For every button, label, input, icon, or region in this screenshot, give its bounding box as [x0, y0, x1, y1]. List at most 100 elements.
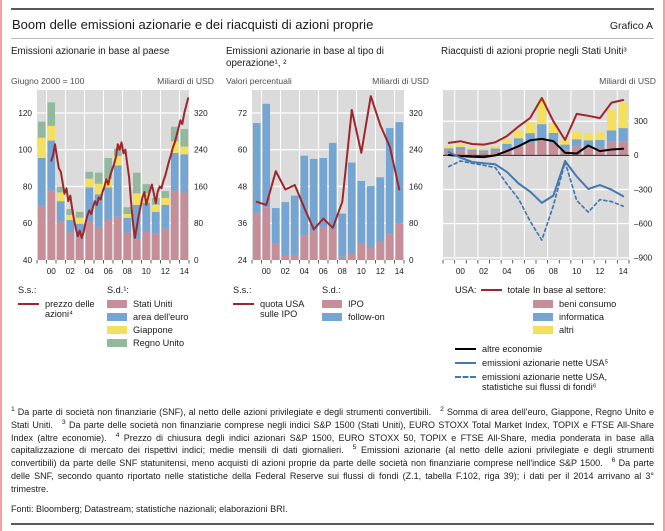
header-rule: [11, 38, 654, 39]
top-rule: [11, 8, 654, 10]
svg-text:240: 240: [409, 146, 423, 155]
panel-issuance-by-country: Emissioni azionarie in base al paese Giu…: [11, 46, 214, 396]
svg-text:–900: –900: [634, 254, 653, 263]
svg-text:12: 12: [161, 267, 171, 276]
axis-unit-right: Miliardi di USD: [372, 76, 429, 86]
panel-buybacks-us: Riacquisti di azioni proprie negli Stati…: [441, 46, 656, 396]
red-line-swatch-icon: [481, 289, 503, 291]
svg-text:06: 06: [104, 267, 114, 276]
svg-text:40: 40: [23, 256, 33, 265]
legend-sector-head: In base al settore:: [533, 285, 607, 295]
red-line-swatch-icon: [233, 303, 254, 305]
svg-text:08: 08: [123, 267, 133, 276]
svg-text:02: 02: [479, 267, 489, 276]
legend-usa-head: USA:: [455, 285, 477, 295]
svg-text:72: 72: [238, 109, 248, 118]
legend-total-label: totale: [507, 285, 530, 295]
panel-title: Riacquisti di azioni proprie negli Stati…: [441, 46, 627, 57]
svg-text:00: 00: [262, 267, 272, 276]
legend-line-label: altre economie: [482, 344, 543, 354]
color-swatch-icon: [533, 326, 553, 334]
legend-line-label: quota USA sulle IPO: [260, 299, 304, 319]
legend-item-label: beni consumo: [559, 299, 617, 309]
legend-item-label: area dell'euro: [133, 312, 189, 322]
svg-text:80: 80: [409, 219, 419, 228]
issuance-by-type-chart: 00 02 04 06 08 10 12 14 72 60 48 36 24 320 240 160 80 0: [238, 90, 423, 276]
axis-unit-right: Miliardi di USD: [157, 76, 214, 86]
color-swatch-icon: [107, 339, 127, 347]
legend-line-label: emissioni azionarie nette USA, statistic…: [482, 372, 608, 392]
panels-row: Emissioni azionarie in base al paese Giu…: [11, 46, 656, 396]
legend-left-scale-head: S.s.:: [18, 285, 37, 295]
svg-text:0: 0: [634, 151, 639, 160]
svg-text:10: 10: [142, 267, 152, 276]
panel-legend: USA: totale In base al settore: beni con…: [441, 285, 656, 396]
footnotes: 1 Da parte di società non finanziarie (S…: [11, 406, 655, 494]
legend-left-scale-head: S.s.:: [233, 285, 252, 295]
axis-unit-left: Valori percentuali: [226, 76, 292, 86]
figure-header: Boom delle emissioni azionarie e dei ria…: [11, 10, 654, 38]
svg-text:160: 160: [194, 182, 208, 191]
svg-text:04: 04: [85, 267, 95, 276]
svg-text:120: 120: [18, 109, 32, 118]
legend-line-label: emissioni azionarie nette USA⁵: [482, 358, 609, 368]
svg-text:00: 00: [456, 267, 466, 276]
svg-text:48: 48: [238, 182, 248, 191]
sources-line: Fonti: Bloomberg; Datastream; statistich…: [11, 504, 288, 515]
svg-text:14: 14: [395, 267, 405, 276]
legend-item-label: Regno Unito: [133, 338, 185, 348]
legend-line-label: prezzo delle azioni⁴: [45, 299, 95, 319]
axis-unit-left: Giugno 2000 = 100: [11, 76, 85, 86]
svg-text:08: 08: [549, 267, 559, 276]
svg-text:300: 300: [634, 117, 648, 126]
color-swatch-icon: [107, 313, 127, 321]
black-line-swatch-icon: [455, 348, 476, 350]
svg-text:00: 00: [47, 267, 57, 276]
figure-title: Boom delle emissioni azionarie e dei ria…: [12, 17, 374, 32]
svg-text:320: 320: [409, 109, 423, 118]
legend-item-label: informatica: [559, 312, 604, 322]
legend-item-label: follow-on: [348, 312, 385, 322]
panel-legend: S.s.: quota USA sulle IPO S.d.: IPO foll…: [226, 285, 429, 391]
svg-text:100: 100: [18, 146, 32, 155]
legend-item-label: Giappone: [133, 325, 173, 335]
svg-text:12: 12: [595, 267, 605, 276]
issuance-by-country-chart: 00 02 04 06 08 10 12 14 120 100 80 60 40 320 240 160 80 0: [18, 90, 208, 276]
color-swatch-icon: [322, 300, 342, 308]
svg-text:80: 80: [194, 219, 204, 228]
color-swatch-icon: [107, 300, 127, 308]
svg-text:10: 10: [572, 267, 582, 276]
panel-issuance-by-type: Emissioni azionarie in base al tipo di o…: [226, 46, 429, 396]
panel-title: Emissioni azionarie in base al tipo di o…: [226, 46, 384, 70]
color-swatch-icon: [533, 313, 553, 321]
svg-text:08: 08: [338, 267, 348, 276]
panel-legend: S.s.: prezzo delle azioni⁴ S.d.¹: Stati …: [11, 285, 214, 391]
svg-text:12: 12: [376, 267, 386, 276]
svg-text:240: 240: [194, 146, 208, 155]
svg-text:–300: –300: [634, 185, 653, 194]
color-swatch-icon: [322, 313, 342, 321]
legend-item-label: Stati Uniti: [133, 299, 173, 309]
legend-item-label: altri: [559, 325, 574, 335]
svg-text:14: 14: [619, 267, 629, 276]
panel-title: Emissioni azionarie in base al paese: [11, 46, 170, 57]
svg-text:04: 04: [300, 267, 310, 276]
svg-text:320: 320: [194, 109, 208, 118]
legend-right-scale-head: S.d.:: [322, 285, 341, 295]
svg-text:0: 0: [409, 256, 414, 265]
red-line-swatch-icon: [18, 303, 39, 305]
svg-text:60: 60: [238, 146, 248, 155]
buybacks-us-chart: 00 02 04 06 08 10 12 14 300 0 –300 –600 –900: [442, 90, 653, 276]
bottom-rule: [11, 523, 654, 526]
svg-text:14: 14: [180, 267, 190, 276]
axis-unit-right: Miliardi di USD: [599, 76, 656, 86]
svg-text:02: 02: [66, 267, 76, 276]
figure-label: Grafico A: [609, 20, 653, 32]
color-swatch-icon: [107, 326, 127, 334]
svg-text:36: 36: [238, 219, 248, 228]
svg-text:04: 04: [502, 267, 512, 276]
legend-right-scale-head: S.d.¹:: [107, 285, 129, 295]
blue-dashed-line-swatch-icon: [455, 376, 476, 378]
svg-text:02: 02: [281, 267, 291, 276]
